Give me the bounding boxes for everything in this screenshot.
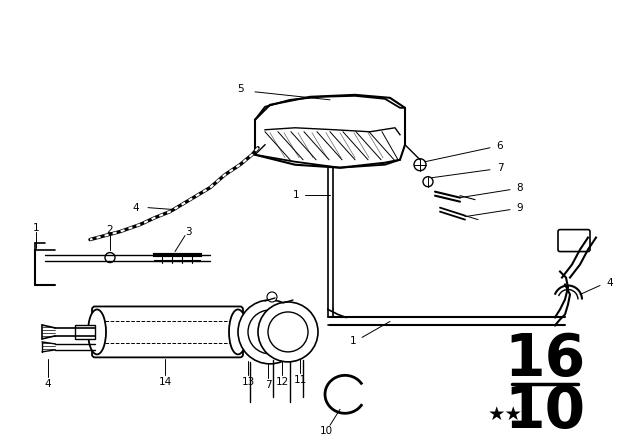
Ellipse shape [229, 310, 247, 354]
Circle shape [258, 302, 318, 362]
Text: 12: 12 [275, 377, 289, 388]
Text: 4: 4 [45, 379, 51, 389]
Text: 16: 16 [504, 331, 586, 388]
Text: 7: 7 [265, 380, 271, 390]
Text: 10: 10 [319, 426, 333, 436]
Circle shape [267, 292, 277, 302]
Text: 11: 11 [293, 375, 307, 385]
Text: 8: 8 [516, 183, 524, 193]
Circle shape [248, 310, 292, 354]
Circle shape [105, 253, 115, 263]
Text: 3: 3 [185, 227, 191, 237]
Circle shape [268, 312, 308, 352]
Ellipse shape [88, 310, 106, 354]
FancyBboxPatch shape [558, 229, 590, 252]
Text: 9: 9 [516, 202, 524, 213]
Text: 1: 1 [349, 336, 356, 346]
Text: 14: 14 [158, 377, 172, 388]
Circle shape [238, 300, 302, 364]
Text: 2: 2 [107, 224, 113, 235]
Text: 1: 1 [292, 190, 300, 200]
Bar [75, 325, 95, 339]
FancyBboxPatch shape [92, 306, 243, 358]
Text: 4: 4 [132, 202, 140, 213]
Text: 5: 5 [237, 84, 243, 94]
Text: 13: 13 [241, 377, 255, 388]
Circle shape [423, 177, 433, 187]
Text: 4: 4 [607, 277, 613, 288]
Text: ★★: ★★ [488, 405, 522, 424]
Text: 10: 10 [504, 383, 586, 440]
Circle shape [414, 159, 426, 171]
Text: 7: 7 [497, 163, 503, 173]
Text: 6: 6 [497, 141, 503, 151]
Text: 1: 1 [33, 223, 39, 233]
